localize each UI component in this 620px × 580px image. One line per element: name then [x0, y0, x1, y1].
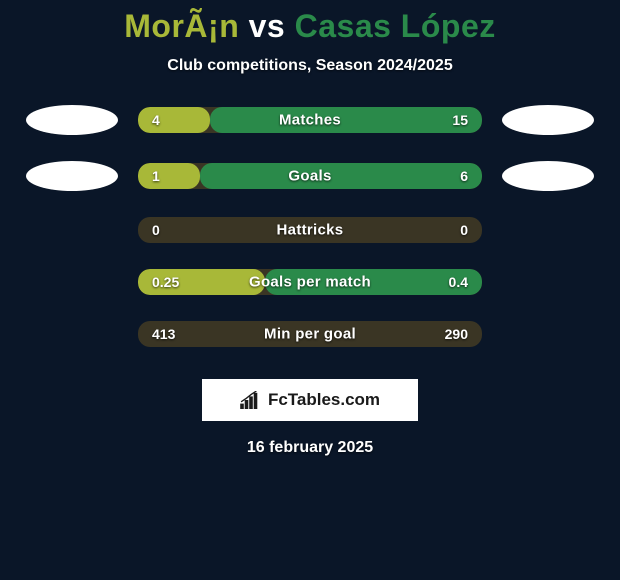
- player1-value: 0: [152, 222, 160, 238]
- stat-label: Min per goal: [264, 326, 356, 343]
- subtitle: Club competitions, Season 2024/2025: [167, 57, 452, 75]
- comparison-title: MorÃ¡n vs Casas López: [124, 8, 495, 45]
- chart-icon: [240, 391, 262, 409]
- player2-bar-fill: [210, 107, 482, 133]
- stat-bar: 0.25 Goals per match 0.4: [138, 269, 482, 295]
- stat-row: 4 Matches 15: [26, 105, 594, 135]
- stat-row: 413 Min per goal 290: [26, 321, 594, 347]
- stat-label: Goals per match: [249, 274, 371, 291]
- player2-value: 0.4: [449, 274, 468, 290]
- player1-bar-fill: [138, 163, 200, 189]
- stat-label: Hattricks: [277, 222, 344, 239]
- versus-text: vs: [249, 8, 286, 44]
- date-text: 16 february 2025: [247, 439, 373, 457]
- stat-label: Matches: [279, 112, 341, 129]
- player1-value: 4: [152, 112, 160, 128]
- stat-bar: 4 Matches 15: [138, 107, 482, 133]
- player1-value: 0.25: [152, 274, 179, 290]
- stat-label: Goals: [288, 168, 331, 185]
- player1-badge: [26, 105, 118, 135]
- stats-container: 4 Matches 15 1 Goals 6 0 Hattricks 0 0.25 Goals pe…: [26, 105, 594, 373]
- player2-name: Casas López: [295, 8, 496, 44]
- player1-bar-fill: [138, 107, 210, 133]
- player2-badge: [502, 105, 594, 135]
- attribution-box: FcTables.com: [202, 379, 418, 421]
- player2-value: 290: [445, 326, 468, 342]
- player1-badge: [26, 161, 118, 191]
- player2-bar-fill: [200, 163, 482, 189]
- player2-value: 0: [460, 222, 468, 238]
- stat-row: 0 Hattricks 0: [26, 217, 594, 243]
- player2-badge: [502, 161, 594, 191]
- attribution-text: FcTables.com: [268, 390, 380, 410]
- stat-row: 0.25 Goals per match 0.4: [26, 269, 594, 295]
- player1-value: 413: [152, 326, 175, 342]
- stat-bar: 1 Goals 6: [138, 163, 482, 189]
- player2-value: 15: [452, 112, 468, 128]
- player1-value: 1: [152, 168, 160, 184]
- stat-row: 1 Goals 6: [26, 161, 594, 191]
- player2-value: 6: [460, 168, 468, 184]
- stat-bar: 413 Min per goal 290: [138, 321, 482, 347]
- stat-bar: 0 Hattricks 0: [138, 217, 482, 243]
- player1-name: MorÃ¡n: [124, 8, 239, 44]
